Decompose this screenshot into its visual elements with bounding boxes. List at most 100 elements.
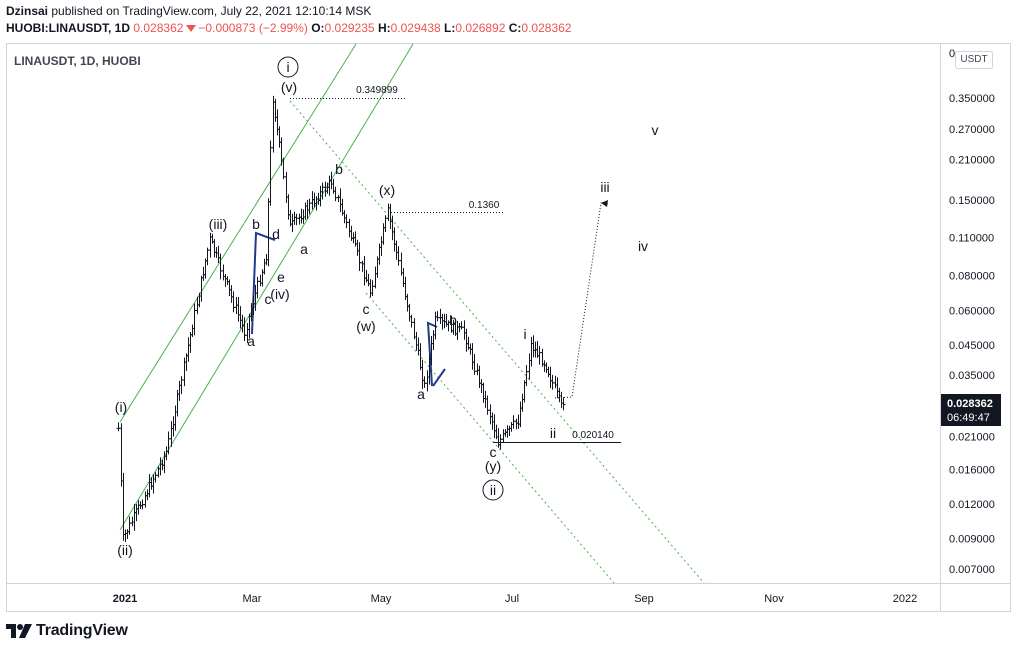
published-text: published on TradingView.com, July 22, 2…	[51, 4, 372, 18]
flat-wave-line-2	[432, 368, 446, 387]
currency-button[interactable]: USDT	[955, 51, 993, 69]
ohlc-bar	[373, 266, 378, 289]
tradingview-logo-icon	[6, 624, 32, 638]
ohlc-bar	[438, 308, 443, 324]
level-label-high: 0.349899	[356, 85, 398, 96]
wave-label: (v)	[281, 79, 297, 95]
price-tag-value: 0.028362	[947, 398, 993, 410]
ohlc-bar	[227, 279, 232, 296]
ohlc-bar	[362, 256, 367, 286]
ohlc-bar	[546, 366, 551, 378]
price-tag-bg	[941, 394, 1001, 426]
ohlc-bar	[392, 227, 397, 252]
ohlc-bar	[229, 285, 234, 303]
price-axis-tick: 0.016000	[949, 464, 995, 476]
ohlc-bar	[307, 198, 312, 215]
ohlc-bar	[550, 374, 555, 390]
ohlc-bars	[116, 95, 566, 542]
wave-label: (y)	[485, 458, 501, 474]
wave-label: ii	[490, 482, 496, 498]
ohlc-bar	[125, 529, 130, 539]
ohlc-bar	[370, 280, 375, 297]
ohlc-bar	[292, 211, 297, 225]
ohlc-bar	[522, 380, 527, 403]
time-axis-tick: Jul	[505, 593, 519, 605]
ohlc-bar	[179, 376, 184, 395]
wave-label: iv	[638, 238, 648, 254]
ohlc-bar	[164, 446, 169, 461]
ohlc-bar	[394, 240, 399, 260]
ohlc-bar	[488, 404, 493, 425]
price-axis: 0 0.350000 0.270000 0.210000 0.150000 0.11000…	[949, 48, 995, 576]
ohlc-bar	[173, 405, 178, 431]
ohlc-bar	[407, 303, 412, 322]
triangle-wave-line	[251, 231, 276, 335]
ohlc-bar	[344, 214, 349, 229]
price-tag-countdown: 06:49:47	[947, 412, 990, 424]
falling-channel	[289, 100, 705, 584]
ohlc-bar	[130, 516, 135, 527]
wave-label: iii	[600, 179, 609, 195]
ohlc-bar	[192, 303, 197, 336]
price-change: −0.000873 (−2.99%)	[198, 21, 308, 35]
ohlc-bar	[190, 324, 195, 337]
ohlc-bar	[266, 198, 271, 267]
ohlc-bar	[119, 423, 124, 487]
ohlc-bar	[416, 337, 421, 356]
last-price-tag: 0.028362 06:49:47	[941, 394, 1001, 426]
ohlc-bar	[360, 260, 365, 272]
time-axis-tick: Sep	[634, 593, 654, 605]
ohlc-bar	[381, 223, 386, 245]
ohlc-bar	[333, 186, 338, 202]
price-axis-tick: 0.035000	[949, 370, 995, 382]
ohlc-bar	[479, 379, 484, 394]
ohlc-bar	[412, 318, 417, 340]
ohlc-bar	[273, 98, 278, 122]
time-axis: 2021 Mar May Jul Sep Nov 2022	[113, 593, 917, 605]
ohlc-bar	[212, 239, 217, 258]
ohlc-bar	[123, 529, 128, 542]
time-axis-tick: 2022	[893, 593, 917, 605]
ohlc-bar	[529, 336, 534, 367]
ohlc-bar	[216, 245, 221, 263]
price-axis-tick: 0.110000	[949, 232, 994, 244]
wave-labels: i (v) (iii) b d e c (iv) a (i) (ii) a b …	[115, 56, 659, 558]
ohlc-bar	[405, 293, 410, 312]
level-label-low: 0.020140	[572, 430, 614, 441]
ohlc-bar	[511, 415, 516, 429]
wave-label: d	[272, 226, 280, 242]
price-axis-tick: 0	[949, 48, 955, 60]
ohlc-bar	[214, 247, 219, 258]
ohlc-bar	[464, 328, 469, 352]
ohlc-bar	[518, 401, 523, 428]
price-axis-tick: 0.021000	[949, 432, 995, 444]
ohlc-bar	[299, 208, 304, 224]
ohlc-bar	[127, 516, 132, 535]
rising-channel	[119, 43, 414, 531]
ohlc-bar	[323, 181, 328, 197]
high-value: 0.029438	[390, 21, 441, 35]
ohlc-bar	[318, 185, 323, 207]
wave-label: (x)	[379, 182, 395, 198]
ohlc-bar	[470, 343, 475, 370]
ohlc-bar	[134, 503, 139, 522]
ohlc-bar	[303, 202, 308, 220]
ohlc-bar	[542, 360, 547, 372]
wave-label: i	[286, 59, 289, 75]
ohlc-bar	[440, 313, 445, 330]
ohlc-bar	[535, 340, 540, 358]
ohlc-bar	[531, 335, 536, 358]
ohlc-bar	[527, 353, 532, 380]
ohlc-bar	[386, 203, 391, 221]
ohlc-bar	[297, 213, 302, 225]
channel-lower-line	[119, 43, 414, 531]
ohlc-bar	[492, 414, 497, 438]
ohlc-bar	[347, 218, 352, 238]
ohlc-bar	[284, 171, 289, 203]
wave-label: c	[490, 444, 497, 460]
ohlc-bar	[149, 477, 154, 490]
circle-wave-i-icon	[277, 56, 299, 78]
tradingview-logo[interactable]: TradingView	[6, 620, 128, 642]
ohlc-bar	[357, 242, 362, 271]
